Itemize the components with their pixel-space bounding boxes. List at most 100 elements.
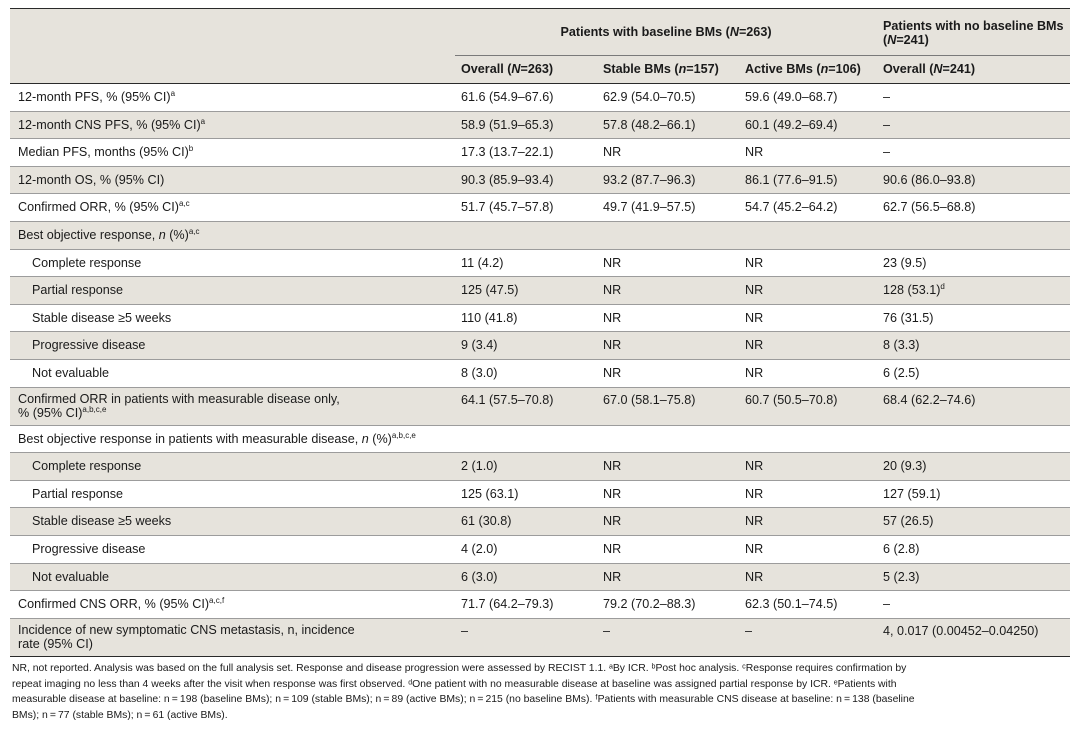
table-row: Confirmed CNS ORR, % (95% CI)a,c,f 71.7 … xyxy=(10,590,1070,619)
table-cell: 20 (9.3) xyxy=(877,452,1070,481)
table-row: Best objective response in patients with… xyxy=(10,425,1070,453)
table-cell: 76 (31.5) xyxy=(883,310,934,325)
table-cell: NR xyxy=(597,563,739,591)
table-cell: NR xyxy=(597,276,739,305)
table-cell: 6 (2.5) xyxy=(883,366,920,380)
table-cell: 61 (30.8) xyxy=(455,507,597,536)
table-cell: 68.4 (62.2–74.6) xyxy=(877,387,1070,426)
row-label: 12-month PFS, % (95% CI)a xyxy=(18,88,176,105)
table-row: Not evaluable 6 (3.0) NR NR 5 (2.3) xyxy=(10,563,1070,591)
table-cell: 90.6 (86.0–93.8) xyxy=(877,166,1070,194)
row-label: Partial response xyxy=(10,276,455,305)
row-label: Not evaluable xyxy=(10,563,455,591)
row-label: Partial response xyxy=(32,486,124,501)
row-label: 12-month CNS PFS, % (95% CI)a xyxy=(10,111,455,139)
table-cell xyxy=(597,221,739,250)
row-label: Complete response xyxy=(32,255,142,270)
table-row: Progressive disease 9 (3.4) NR NR 8 (3.3… xyxy=(10,331,1070,360)
table-cell: 9 (3.4) xyxy=(455,331,597,360)
row-label: Median PFS, months (95% CI)b xyxy=(18,144,194,160)
table-cell: NR xyxy=(603,145,622,160)
table-cell xyxy=(739,221,877,250)
table-cell: 62.3 (50.1–74.5) xyxy=(745,597,838,612)
table-cell: 17.3 (13.7–22.1) xyxy=(461,145,554,160)
table-cell: – xyxy=(883,145,891,160)
row-label: Stable disease ≥5 weeks xyxy=(32,310,172,325)
row-label: Progressive disease xyxy=(10,331,455,360)
table-cell: 60.1 (49.2–69.4) xyxy=(739,111,877,139)
table-cell: – xyxy=(883,90,891,105)
table-row: Best objective response, n (%)a,c xyxy=(10,221,1070,250)
table-cell: 23 (9.5) xyxy=(883,255,927,270)
table-cell xyxy=(877,221,1070,250)
table-cell: NR xyxy=(745,486,764,501)
table-row: Complete response 2 (1.0) NR NR 20 (9.3) xyxy=(10,452,1070,481)
table-cell: – xyxy=(455,618,597,657)
table-cell: NR xyxy=(603,366,622,380)
table-cell: NR xyxy=(603,310,622,325)
table-cell: NR xyxy=(603,255,622,270)
table-cell: NR xyxy=(739,507,877,536)
table-cell: NR xyxy=(739,331,877,360)
table-cell: 57.8 (48.2–66.1) xyxy=(597,111,739,139)
table-cell: – xyxy=(883,597,891,612)
table-row: Complete response 11 (4.2) NR NR 23 (9.5… xyxy=(10,249,1070,277)
table-cell: 62.9 (54.0–70.5) xyxy=(603,90,696,105)
table-row: Not evaluable 8 (3.0) NR NR 6 (2.5) xyxy=(10,359,1070,387)
table-row: 12-month PFS, % (95% CI)a 61.6 (54.9–67.… xyxy=(10,83,1070,112)
row-label: Stable disease ≥5 weeks xyxy=(10,507,455,536)
row-label: Confirmed ORR, % (95% CI)a,c xyxy=(18,199,190,215)
table-cell: NR xyxy=(739,276,877,305)
header-active-bms: Active BMs (n=106) xyxy=(739,55,877,84)
table-cell: NR xyxy=(745,541,764,556)
header-blank-cell xyxy=(10,8,455,84)
table-cell: 128 (53.1)d xyxy=(877,276,1070,305)
row-label: Confirmed ORR in patients with measurabl… xyxy=(10,387,455,426)
table-row: Progressive disease 4 (2.0) NR NR 6 (2.8… xyxy=(10,535,1070,563)
row-label: Complete response xyxy=(10,452,455,481)
table-cell: 49.7 (41.9–57.5) xyxy=(603,200,696,215)
table-cell: NR xyxy=(597,331,739,360)
table-cell: 86.1 (77.6–91.5) xyxy=(739,166,877,194)
table-cell: 60.7 (50.5–70.8) xyxy=(739,387,877,426)
table-cell: 54.7 (45.2–64.2) xyxy=(745,200,838,215)
table-cell: 110 (41.8) xyxy=(461,310,518,325)
footnote-line: BMs); n = 77 (stable BMs); n = 61 (activ… xyxy=(12,710,228,722)
table-cell: NR xyxy=(603,541,622,556)
table-cell: 64.1 (57.5–70.8) xyxy=(455,387,597,426)
table-cell: 93.2 (87.7–96.3) xyxy=(597,166,739,194)
efficacy-table-figure: Patients with baseline BMs (N=263) Patie… xyxy=(10,8,1070,724)
table-cell: 4 (2.0) xyxy=(461,541,498,556)
row-label: Not evaluable xyxy=(32,366,110,380)
table-cell: – xyxy=(739,618,877,657)
header-sub-row: Overall (N=263) Stable BMs (n=157) Activ… xyxy=(10,55,1070,84)
row-label: Progressive disease xyxy=(32,541,146,556)
table-cell: – xyxy=(597,618,739,657)
table-cell: 8 (3.3) xyxy=(877,331,1070,360)
table-cell: 67.0 (58.1–75.8) xyxy=(597,387,739,426)
row-label: Incidence of new symptomatic CNS metasta… xyxy=(10,618,455,657)
table-cell: 8 (3.0) xyxy=(461,366,498,380)
table-cell: 59.6 (49.0–68.7) xyxy=(745,90,838,105)
table-cell: NR xyxy=(745,145,764,160)
table-row: 12-month CNS PFS, % (95% CI)a 58.9 (51.9… xyxy=(10,111,1070,139)
table-cell: NR xyxy=(739,452,877,481)
header-stable-bms: Stable BMs (n=157) xyxy=(597,55,739,84)
table-cell: 62.7 (56.5–68.8) xyxy=(883,200,976,215)
table-row: Median PFS, months (95% CI)b 17.3 (13.7–… xyxy=(10,138,1070,167)
table-cell: NR xyxy=(603,486,622,501)
table-cell: 71.7 (64.2–79.3) xyxy=(461,597,554,612)
table-row: Partial response 125 (47.5) NR NR 128 (5… xyxy=(10,276,1070,305)
table-cell: 127 (59.1) xyxy=(883,486,941,501)
table-cell xyxy=(455,221,597,250)
footnote-line: measurable disease at baseline: n = 198 … xyxy=(12,694,915,706)
table-footnote: NR, not reported. Analysis was based on … xyxy=(10,661,1070,724)
row-label: Best objective response, n (%)a,c xyxy=(10,221,455,250)
table-cell: 57 (26.5) xyxy=(877,507,1070,536)
header-overall-no-baseline: Overall (N=241) xyxy=(877,55,1070,84)
table-cell: – xyxy=(877,111,1070,139)
table-cell: 11 (4.2) xyxy=(461,255,504,270)
table-cell: 125 (63.1) xyxy=(461,486,519,501)
table-cell: NR xyxy=(745,255,764,270)
row-label: Best objective response in patients with… xyxy=(18,430,416,446)
